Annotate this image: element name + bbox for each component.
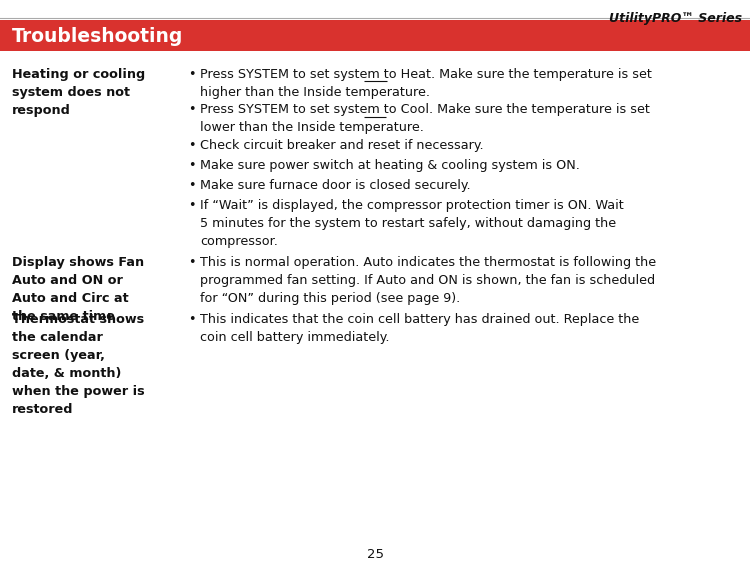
Text: UtilityPRO™ Series: UtilityPRO™ Series [609,12,742,25]
Text: Heating or cooling
system does not
respond: Heating or cooling system does not respo… [12,68,146,117]
Text: •: • [188,159,196,172]
Bar [0,20,750,51]
Text: Check circuit breaker and reset if necessary.: Check circuit breaker and reset if neces… [200,139,484,152]
Text: •: • [188,139,196,152]
Text: •: • [188,312,196,325]
Text: •: • [188,199,196,213]
Text: •: • [188,179,196,192]
Text: Display shows Fan
Auto and ON or
Auto and Circ at
the same time: Display shows Fan Auto and ON or Auto an… [12,256,144,323]
Text: Thermostat shows
the calendar
screen (year,
date, & month)
when the power is
res: Thermostat shows the calendar screen (ye… [12,312,145,416]
Text: Press SYSTEM to set system to Heat. Make sure the temperature is set
higher than: Press SYSTEM to set system to Heat. Make… [200,68,652,99]
Text: 25: 25 [367,548,383,561]
Text: •: • [188,256,196,269]
Text: Make sure power switch at heating & cooling system is ON.: Make sure power switch at heating & cool… [200,159,580,172]
Text: Make sure furnace door is closed securely.: Make sure furnace door is closed securel… [200,179,471,192]
Text: •: • [188,68,196,81]
Text: •: • [188,103,196,116]
Text: This is normal operation. Auto indicates the thermostat is following the
program: This is normal operation. Auto indicates… [200,256,656,305]
Text: If “Wait” is displayed, the compressor protection timer is ON. Wait
5 minutes fo: If “Wait” is displayed, the compressor p… [200,199,624,249]
Text: Press SYSTEM to set system to Cool. Make sure the temperature is set
lower than : Press SYSTEM to set system to Cool. Make… [200,103,650,135]
Text: Troubleshooting: Troubleshooting [12,26,183,45]
Text: This indicates that the coin cell battery has drained out. Replace the
coin cell: This indicates that the coin cell batter… [200,312,639,343]
